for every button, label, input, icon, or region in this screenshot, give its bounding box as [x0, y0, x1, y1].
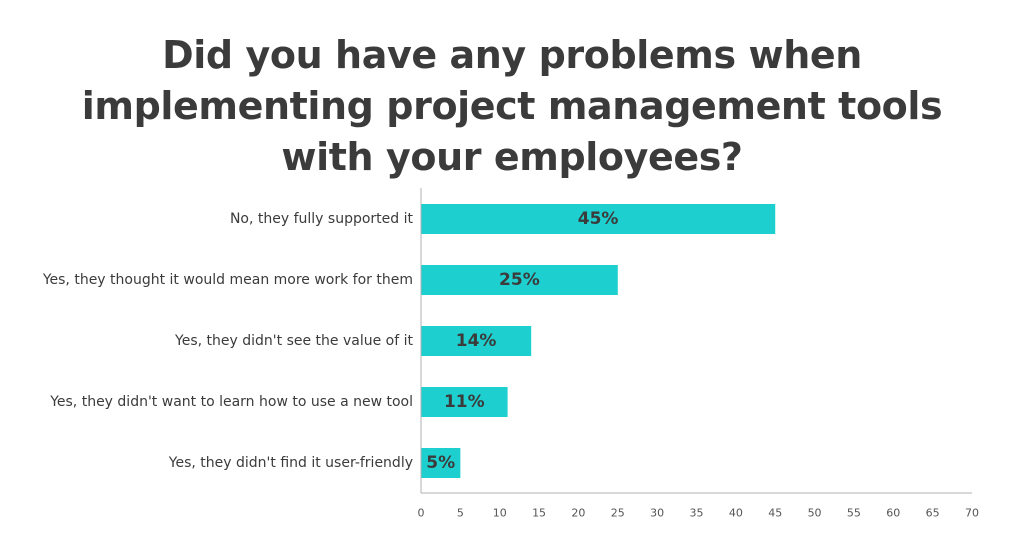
bar — [421, 204, 776, 234]
data-label: 11% — [444, 392, 485, 412]
category-label: No, they fully supported it — [230, 211, 414, 227]
chart-title-line-3: with your employees? — [281, 135, 743, 179]
data-label: 14% — [456, 331, 497, 351]
chart-title-line-1: Did you have any problems when — [162, 33, 862, 77]
category-label: Yes, they didn't find it user-friendly — [168, 455, 413, 471]
x-tick-label: 50 — [808, 507, 822, 520]
category-label: Yes, they thought it would mean more wor… — [42, 272, 413, 288]
x-tick-label: 10 — [493, 507, 507, 520]
x-tick-label: 55 — [847, 507, 861, 520]
x-tick-label: 30 — [650, 507, 664, 520]
bar — [421, 448, 461, 478]
x-tick-label: 25 — [611, 507, 625, 520]
x-ticks-layer: 0 5 10 15 20 25 30 35 40 45 50 55 60 65 70 — [418, 507, 980, 520]
x-tick-label: 35 — [690, 507, 704, 520]
category-label: Yes, they didn't see the value of it — [174, 333, 413, 349]
data-label: 45% — [578, 209, 619, 229]
x-tick-label: 70 — [965, 507, 979, 520]
x-tick-label: 60 — [886, 507, 900, 520]
category-label: Yes, they didn't want to learn how to us… — [49, 394, 413, 410]
x-tick-label: 40 — [729, 507, 743, 520]
x-tick-label: 5 — [457, 507, 464, 520]
x-tick-label: 45 — [768, 507, 782, 520]
chart-title-line-2: implementing project management tools — [81, 84, 943, 128]
bar — [421, 387, 508, 417]
x-tick-label: 15 — [532, 507, 546, 520]
bar — [421, 265, 618, 295]
chart-title: Did you have any problems when implement… — [0, 30, 1024, 183]
x-tick-label: 65 — [926, 507, 940, 520]
data-label: 25% — [499, 270, 540, 290]
axis-layer — [420, 188, 972, 494]
bars-layer: No, they fully supported it 45% Yes, they … — [42, 204, 776, 478]
bar — [421, 326, 532, 356]
x-tick-label: 20 — [571, 507, 585, 520]
x-tick-label: 0 — [418, 507, 425, 520]
data-label: 5% — [426, 453, 455, 473]
